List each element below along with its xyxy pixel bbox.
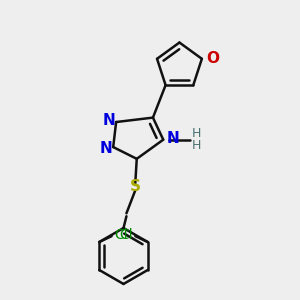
Text: N: N — [102, 113, 115, 128]
Text: O: O — [206, 51, 219, 66]
Text: H: H — [192, 139, 202, 152]
Text: H: H — [192, 127, 202, 140]
Text: S: S — [130, 179, 141, 194]
Text: N: N — [100, 141, 112, 156]
Text: N: N — [167, 131, 179, 146]
Text: Cl: Cl — [119, 228, 132, 242]
Text: Cl: Cl — [115, 228, 128, 242]
